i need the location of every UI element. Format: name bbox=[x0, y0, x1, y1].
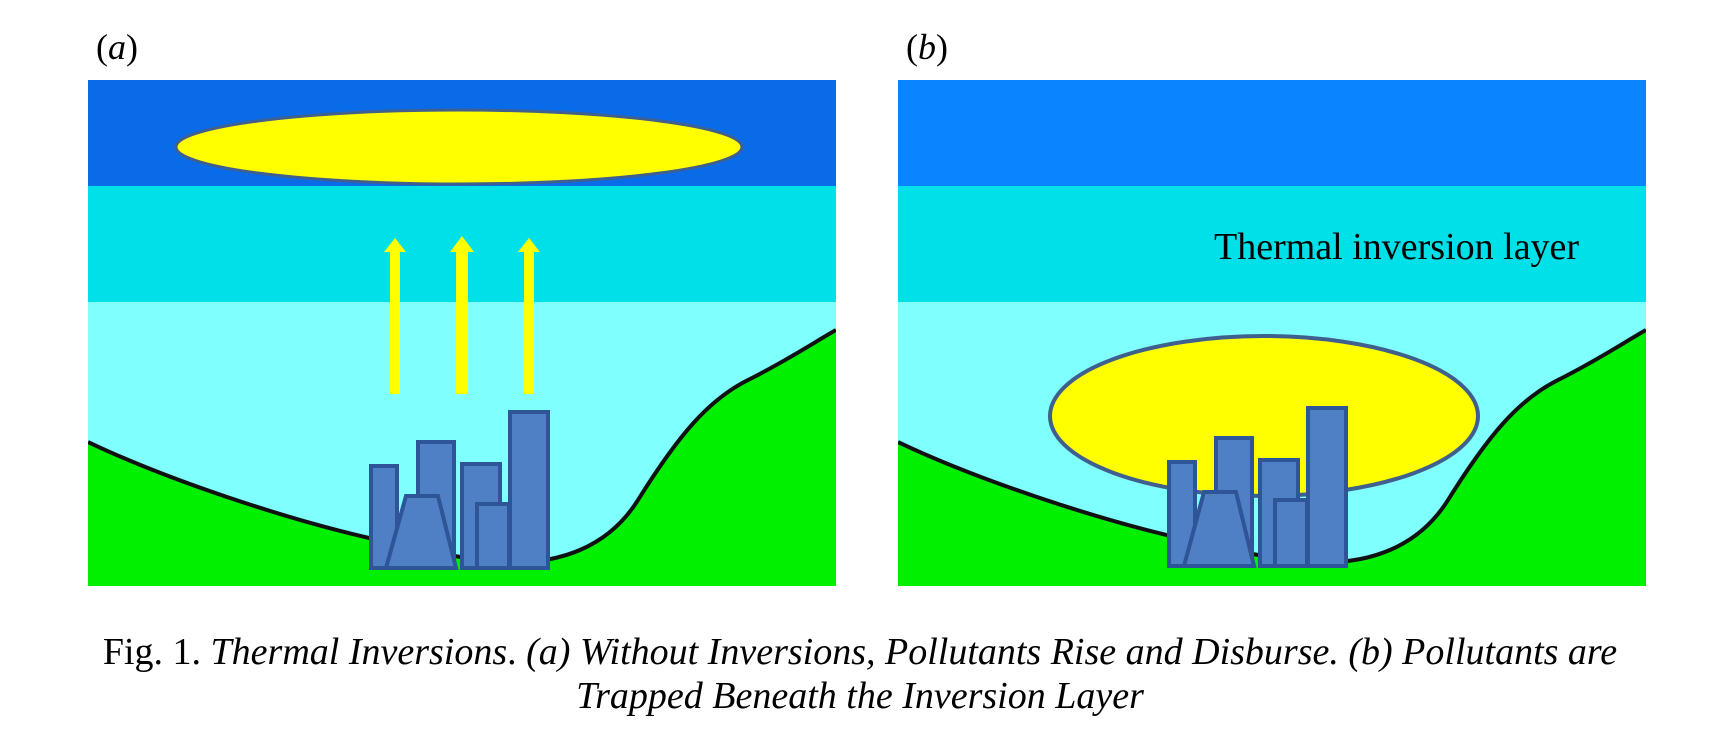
building bbox=[1181, 490, 1257, 568]
thermal-inversion-layer-label: Thermal inversion layer bbox=[1214, 226, 1579, 268]
valley-ground-outline bbox=[898, 328, 1646, 565]
city-buildings bbox=[1167, 406, 1348, 568]
panel-a-label: (a) bbox=[96, 26, 138, 68]
caption-line-2: Trapped Beneath the Inversion Layer bbox=[576, 675, 1144, 717]
city-buildings bbox=[369, 410, 550, 570]
scene-with-inversion: Thermal inversion layer bbox=[898, 80, 1646, 586]
caption-figure-number: Fig. 1. bbox=[102, 631, 211, 673]
valley-ground bbox=[898, 330, 1646, 586]
valley-ground bbox=[88, 330, 836, 586]
figure-caption: Fig. 1. Thermal Inversions. (a) Without … bbox=[30, 630, 1690, 718]
sky-top-band bbox=[898, 80, 1646, 186]
caption-title: Thermal Inversions bbox=[210, 631, 508, 673]
rising-arrow-center bbox=[450, 236, 474, 394]
panel-a-label-close: ) bbox=[126, 27, 138, 67]
panel-b-label: (b) bbox=[906, 26, 948, 68]
scene-b-svg: Thermal inversion layer bbox=[898, 80, 1646, 586]
building bbox=[475, 502, 511, 570]
rising-arrow-right bbox=[518, 238, 540, 394]
building bbox=[1306, 406, 1348, 568]
caption-title-dot: . bbox=[507, 631, 527, 673]
dispersed-pollution-cloud bbox=[174, 108, 744, 186]
panel-b-label-close: ) bbox=[936, 27, 948, 67]
panel-a-label-open: ( bbox=[96, 27, 108, 67]
panel-b-label-letter: b bbox=[918, 27, 936, 67]
caption-description: (a) Without Inversions, Pollutants Rise … bbox=[526, 631, 1618, 673]
caption-line-1: Fig. 1. Thermal Inversions. (a) Without … bbox=[30, 630, 1690, 674]
scene-without-inversion bbox=[88, 80, 836, 586]
building bbox=[383, 494, 459, 570]
rising-arrow-left bbox=[384, 238, 406, 394]
building bbox=[508, 410, 550, 570]
panel-b-label-open: ( bbox=[906, 27, 918, 67]
inversion-layer-band bbox=[898, 186, 1646, 302]
panel-a-label-letter: a bbox=[108, 27, 126, 67]
scene-a-svg bbox=[88, 80, 836, 586]
building bbox=[1273, 498, 1309, 568]
